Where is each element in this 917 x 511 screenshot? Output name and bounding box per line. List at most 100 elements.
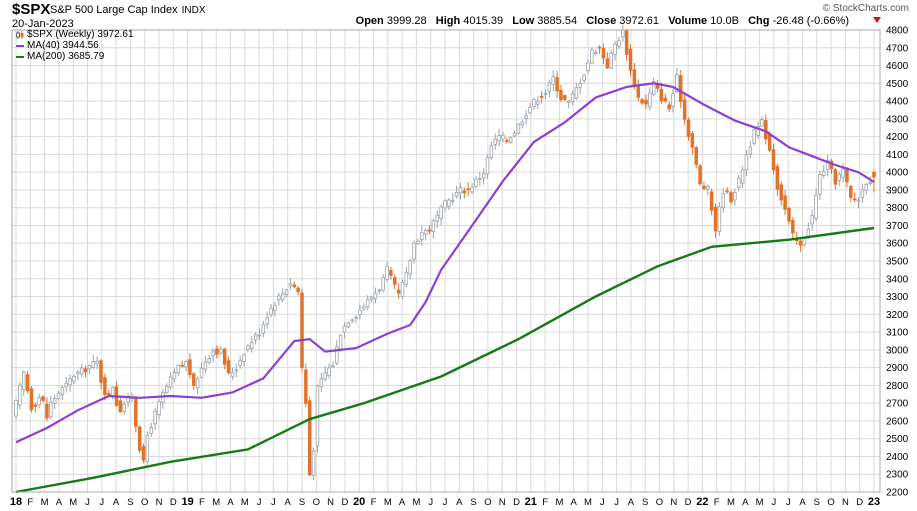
candle-body	[806, 228, 811, 237]
y-tick-label: 2200	[886, 488, 909, 499]
candle-body	[597, 46, 602, 49]
candle-body	[327, 367, 331, 376]
chg-value: -26.48 (-0.66%)	[772, 15, 849, 27]
open-value: 3999.28	[386, 15, 427, 27]
candle-body	[427, 229, 432, 232]
candle-body	[222, 348, 227, 365]
x-tick-label: F	[714, 497, 720, 508]
candle-body	[729, 192, 733, 203]
candle-body	[319, 378, 324, 387]
candle-body	[814, 194, 818, 219]
candle-body	[242, 354, 246, 362]
y-tick-label: 4100	[886, 150, 909, 161]
candle-body	[79, 367, 84, 375]
candle-body	[593, 52, 598, 55]
y-tick-label: 4800	[886, 26, 909, 37]
candle-body	[493, 138, 497, 145]
x-tick-label: O	[141, 497, 148, 508]
candle-body	[21, 371, 26, 390]
candle-body	[733, 192, 737, 201]
candle-body	[149, 427, 154, 434]
candle-body	[180, 364, 184, 367]
x-tick-label: M	[69, 497, 77, 508]
candle-body	[37, 397, 41, 406]
chg-label: Chg	[748, 15, 770, 27]
candle-body	[358, 310, 362, 315]
y-tick-label: 4500	[886, 79, 909, 90]
x-tick-label: M	[384, 497, 392, 508]
candle-body	[199, 367, 204, 378]
down-arrow-icon	[873, 17, 881, 23]
x-tick-label: A	[56, 497, 63, 508]
x-tick-label: N	[670, 497, 677, 508]
candle-body	[454, 191, 459, 197]
y-tick-label: 2300	[886, 470, 909, 481]
candle-body	[365, 298, 370, 308]
candle-body	[632, 69, 637, 88]
x-tick-label: A	[227, 497, 234, 508]
chart-legend: $SPX (Weekly) 3972.61 MA(40) 3944.56 MA(…	[16, 29, 134, 62]
candle-body	[706, 186, 710, 190]
candle-body	[420, 232, 424, 240]
candle-body	[872, 171, 876, 178]
candle-body	[350, 319, 354, 322]
candle-body	[49, 401, 53, 418]
x-tick-label: M	[412, 497, 420, 508]
candle-body	[764, 120, 768, 140]
y-tick-label: 4400	[886, 97, 909, 108]
instrument-name: S&P 500 Large Cap Index INDX	[50, 4, 206, 16]
candle-body	[107, 393, 111, 395]
y-tick-label: 4300	[886, 114, 909, 125]
candle-body	[134, 396, 138, 427]
candle-body	[609, 52, 613, 69]
volume-label: Volume	[668, 15, 708, 27]
chart-grid	[12, 29, 880, 493]
x-tick-label: A	[285, 497, 292, 508]
candle-body	[331, 365, 335, 368]
candle-body	[157, 401, 161, 415]
x-tick-label: D	[856, 497, 863, 508]
candle-body	[833, 169, 838, 185]
candle-body	[296, 287, 300, 293]
candle-body	[798, 240, 803, 246]
candle-body	[188, 359, 192, 376]
candle-body	[736, 177, 741, 188]
candle-body	[489, 145, 494, 158]
x-tick-label: J	[85, 497, 90, 508]
candle-body	[95, 360, 99, 364]
candle-body	[474, 178, 478, 187]
candle-body	[342, 325, 347, 333]
x-tick-label: 18	[10, 496, 22, 508]
x-tick-label: A	[113, 497, 120, 508]
candle-body	[578, 83, 583, 88]
x-tick-label: A	[456, 497, 463, 508]
close-value: 3972.61	[619, 15, 660, 27]
candle-body	[845, 167, 849, 183]
x-tick-label: J	[257, 497, 262, 508]
high-value: 4015.39	[463, 15, 504, 27]
legend-item-price: $SPX (Weekly) 3972.61	[16, 29, 134, 40]
candle-body	[636, 84, 640, 98]
x-tick-label: D	[685, 497, 692, 508]
candle-body	[709, 191, 714, 211]
candle-body	[323, 372, 327, 380]
x-tick-label: D	[513, 497, 520, 508]
candle-body	[304, 369, 308, 404]
candle-body	[226, 360, 231, 373]
y-tick-label: 4600	[886, 61, 909, 72]
candle-body	[559, 89, 563, 100]
candle-body	[338, 334, 343, 350]
candle-body	[659, 88, 664, 102]
x-axis-ticks: 18 F M A M J J A S O N D 19 F M A M J J A S O N D 20 F M A M J J A S O N D 2…	[10, 496, 880, 508]
x-tick-label: F	[27, 497, 33, 508]
candle-body	[408, 260, 412, 275]
candle-body	[373, 292, 378, 299]
x-tick-label: F	[542, 497, 548, 508]
candle-body	[694, 147, 698, 165]
y-tick-label: 2800	[886, 381, 909, 392]
candle-body	[864, 184, 869, 191]
candle-body	[99, 360, 103, 383]
candle-body	[68, 378, 72, 386]
candle-body	[624, 30, 629, 55]
